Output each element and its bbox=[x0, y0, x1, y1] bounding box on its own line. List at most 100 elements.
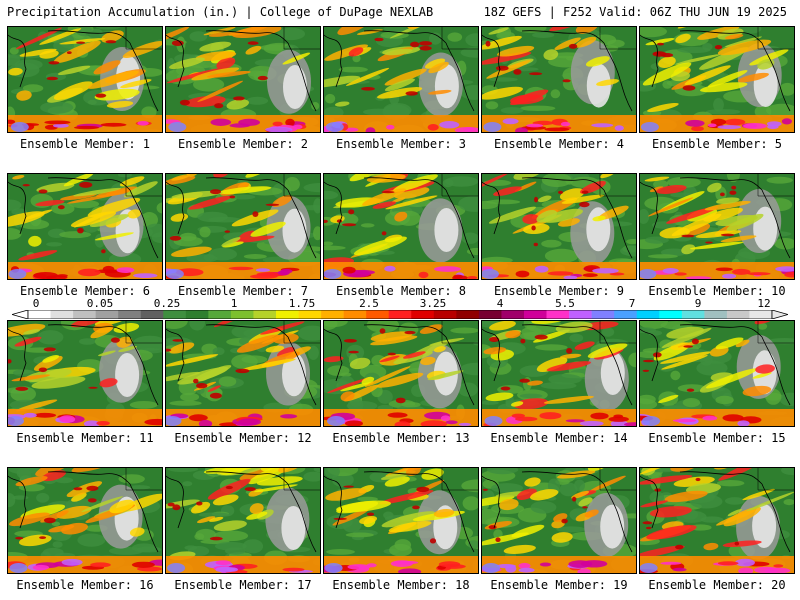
colorbar-swatch bbox=[681, 310, 705, 319]
ensemble-member-label: Ensemble Member: 19 bbox=[490, 578, 628, 592]
precip-map-image bbox=[166, 468, 320, 573]
ensemble-member-label: Ensemble Member: 18 bbox=[332, 578, 470, 592]
colorbar-swatch bbox=[726, 310, 750, 319]
precip-map-image bbox=[482, 321, 636, 426]
ensemble-map bbox=[323, 467, 479, 574]
colorbar-swatch bbox=[95, 310, 119, 319]
colorbar-scale bbox=[12, 310, 788, 319]
product-title: Precipitation Accumulation (in.) | Colle… bbox=[7, 5, 434, 19]
ensemble-map bbox=[481, 173, 637, 280]
ensemble-map bbox=[323, 26, 479, 133]
header: Precipitation Accumulation (in.) | Colle… bbox=[0, 0, 800, 22]
ensemble-map bbox=[7, 173, 163, 280]
colorbar-swatch bbox=[478, 310, 502, 319]
ensemble-map bbox=[639, 173, 795, 280]
ensemble-map bbox=[165, 173, 321, 280]
ensemble-map bbox=[7, 320, 163, 427]
ensemble-member-label: Ensemble Member: 5 bbox=[651, 137, 783, 151]
colorbar-swatch bbox=[163, 310, 187, 319]
ensemble-panel: Ensemble Member: 11 bbox=[7, 320, 163, 453]
colorbar-tick-label: 2.5 bbox=[359, 297, 379, 310]
precip-map-image bbox=[640, 468, 794, 573]
colorbar-swatch bbox=[501, 310, 525, 319]
precip-map-image bbox=[324, 174, 478, 279]
ensemble-member-label: Ensemble Member: 10 bbox=[648, 284, 786, 298]
ensemble-map bbox=[323, 320, 479, 427]
precip-map-image bbox=[166, 27, 320, 132]
colorbar-swatch bbox=[276, 310, 299, 319]
colorbar-swatch bbox=[591, 310, 615, 319]
colorbar-tick-label: 4 bbox=[496, 297, 504, 310]
ensemble-panel: Ensemble Member: 8 bbox=[323, 173, 479, 306]
ensemble-member-label: Ensemble Member: 8 bbox=[335, 284, 467, 298]
colorbar-tick-label: 0 bbox=[32, 297, 40, 310]
colorbar-swatch bbox=[388, 310, 412, 319]
precip-map-image bbox=[166, 174, 320, 279]
precip-map-image bbox=[324, 321, 478, 426]
ensemble-member-label: Ensemble Member: 13 bbox=[332, 431, 470, 445]
precip-map-image bbox=[640, 321, 794, 426]
colorbar-swatch bbox=[321, 310, 344, 319]
colorbar-swatch bbox=[343, 310, 367, 319]
ensemble-panel: Ensemble Member: 2 bbox=[165, 26, 321, 159]
ensemble-panel: Ensemble Member: 10 bbox=[639, 173, 795, 306]
ensemble-member-label: Ensemble Member: 2 bbox=[177, 137, 309, 151]
colorbar-tick-label: 0.25 bbox=[153, 297, 181, 310]
precip-map-image bbox=[640, 27, 794, 132]
colorbar-swatch bbox=[636, 310, 660, 319]
ensemble-panel: Ensemble Member: 12 bbox=[165, 320, 321, 453]
colorbar-swatch bbox=[230, 310, 254, 319]
ensemble-panel: Ensemble Member: 16 bbox=[7, 467, 163, 600]
ensemble-map bbox=[481, 467, 637, 574]
colorbar-swatch bbox=[614, 310, 638, 319]
ensemble-panel: Ensemble Member: 6 bbox=[7, 173, 163, 306]
ensemble-member-label: Ensemble Member: 11 bbox=[16, 431, 154, 445]
colorbar-swatch bbox=[366, 310, 390, 319]
ensemble-map bbox=[323, 173, 479, 280]
precip-map-image bbox=[324, 27, 478, 132]
precip-map-image bbox=[482, 468, 636, 573]
colorbar-left-arrow bbox=[12, 310, 29, 319]
ensemble-map bbox=[639, 320, 795, 427]
ensemble-panel: Ensemble Member: 14 bbox=[481, 320, 637, 453]
ensemble-member-label: Ensemble Member: 15 bbox=[648, 431, 786, 445]
colorbar-swatch bbox=[73, 310, 96, 319]
colorbar-tick-label: 3.25 bbox=[419, 297, 447, 310]
ensemble-panel: Ensemble Member: 20 bbox=[639, 467, 795, 600]
ensemble-member-label: Ensemble Member: 14 bbox=[490, 431, 628, 445]
ensemble-member-label: Ensemble Member: 9 bbox=[493, 284, 625, 298]
colorbar-swatch bbox=[411, 310, 435, 319]
colorbar-swatch bbox=[118, 310, 142, 319]
colorbar-swatch bbox=[185, 310, 209, 319]
colorbar-swatch bbox=[546, 310, 570, 319]
ensemble-panel: Ensemble Member: 13 bbox=[323, 320, 479, 453]
ensemble-map bbox=[639, 467, 795, 574]
ensemble-panel: Ensemble Member: 1 bbox=[7, 26, 163, 159]
ensemble-map bbox=[481, 26, 637, 133]
ensemble-panel: Ensemble Member: 17 bbox=[165, 467, 321, 600]
precip-map-image bbox=[640, 174, 794, 279]
run-info: 18Z GEFS | F252 Valid: 06Z THU JUN 19 20… bbox=[483, 5, 787, 19]
precip-colorbar: 0 0.05 0.25 1 1.75 2.5 3.25 4 5.5 7 9 12 bbox=[12, 297, 788, 319]
ensemble-member-label: Ensemble Member: 6 bbox=[19, 284, 151, 298]
ensemble-map bbox=[165, 467, 321, 574]
colorbar-swatch bbox=[50, 310, 74, 319]
ensemble-member-label: Ensemble Member: 12 bbox=[174, 431, 312, 445]
colorbar-tick-label: 5.5 bbox=[555, 297, 575, 310]
colorbar-swatch bbox=[569, 310, 592, 319]
colorbar-swatch bbox=[28, 310, 51, 319]
precip-map-image bbox=[8, 468, 162, 573]
colorbar-swatch bbox=[433, 310, 457, 319]
ensemble-panel: Ensemble Member: 7 bbox=[165, 173, 321, 306]
colorbar-swatch bbox=[749, 310, 773, 319]
ensemble-panel: Ensemble Member: 5 bbox=[639, 26, 795, 159]
precip-map-image bbox=[8, 174, 162, 279]
ensemble-member-label: Ensemble Member: 3 bbox=[335, 137, 467, 151]
precip-map-image bbox=[8, 321, 162, 426]
ensemble-member-label: Ensemble Member: 17 bbox=[174, 578, 312, 592]
ensemble-member-label: Ensemble Member: 1 bbox=[19, 137, 151, 151]
colorbar-tick-label: 9 bbox=[694, 297, 702, 310]
colorbar-swatch bbox=[659, 310, 683, 319]
ensemble-panel: Ensemble Member: 9 bbox=[481, 173, 637, 306]
colorbar-swatch bbox=[208, 310, 232, 319]
